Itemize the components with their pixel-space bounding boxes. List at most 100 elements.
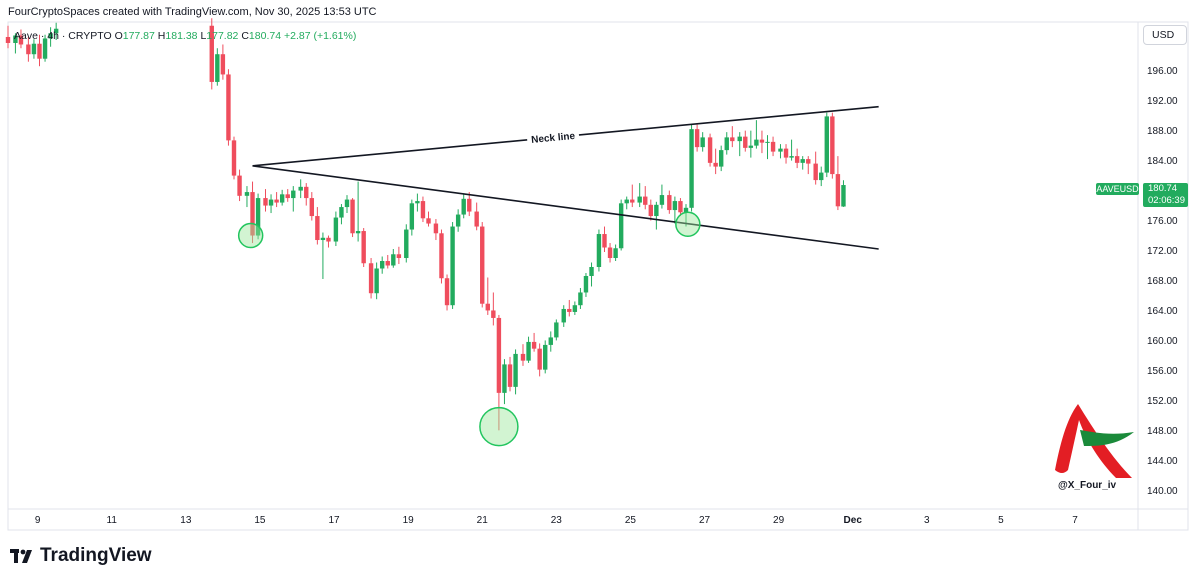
symbol-line[interactable]: Aave · 4h · CRYPTO	[14, 30, 112, 42]
candle[interactable]	[231, 136, 237, 180]
candle[interactable]	[374, 262, 379, 300]
candle[interactable]	[291, 186, 296, 212]
candle[interactable]	[596, 229, 602, 272]
candle[interactable]	[37, 34, 42, 67]
candle[interactable]	[765, 135, 770, 160]
candle[interactable]	[491, 292, 496, 326]
time-scale[interactable]: 9 11 13 15 17 19 21 23 25 27 29 Dec 3 5 7	[35, 515, 1078, 526]
candle[interactable]	[415, 193, 420, 212]
descending-trendline[interactable]	[252, 165, 879, 250]
candle[interactable]	[339, 204, 344, 225]
candle[interactable]	[263, 189, 268, 212]
candle[interactable]	[672, 196, 678, 224]
candle[interactable]	[613, 244, 618, 262]
candle[interactable]	[355, 181, 361, 242]
candle[interactable]	[724, 132, 729, 155]
candle[interactable]	[689, 124, 694, 212]
candle[interactable]	[496, 314, 502, 431]
candle[interactable]	[5, 25, 11, 49]
candle[interactable]	[255, 193, 261, 240]
candle[interactable]	[643, 186, 648, 210]
candle[interactable]	[396, 246, 402, 265]
trendlines-layer[interactable]: Neck line	[252, 105, 879, 250]
candle[interactable]	[455, 209, 461, 232]
candle[interactable]	[694, 124, 700, 152]
candle[interactable]	[543, 340, 548, 374]
candle[interactable]	[637, 183, 642, 208]
candle[interactable]	[754, 120, 759, 149]
candle[interactable]	[806, 156, 811, 175]
highlight-circle[interactable]	[479, 406, 519, 447]
candle[interactable]	[624, 196, 629, 210]
candle[interactable]	[433, 219, 439, 241]
candle[interactable]	[824, 112, 829, 178]
candle[interactable]	[391, 249, 396, 268]
candle[interactable]	[315, 207, 320, 245]
candle[interactable]	[26, 36, 31, 62]
candle[interactable]	[385, 255, 390, 269]
candle[interactable]	[274, 192, 279, 208]
candle[interactable]	[420, 196, 426, 223]
candle[interactable]	[333, 211, 339, 247]
candle[interactable]	[426, 211, 431, 227]
candle[interactable]	[520, 344, 526, 366]
candle[interactable]	[819, 166, 824, 187]
candle[interactable]	[813, 151, 818, 185]
candle[interactable]	[13, 33, 18, 54]
candle[interactable]	[678, 198, 683, 217]
candle[interactable]	[439, 229, 444, 284]
candle[interactable]	[320, 232, 326, 279]
candle[interactable]	[783, 144, 789, 164]
candle[interactable]	[737, 132, 742, 157]
candle[interactable]	[713, 148, 718, 175]
candle[interactable]	[667, 190, 672, 214]
candle[interactable]	[789, 139, 794, 161]
candle[interactable]	[268, 194, 274, 214]
candle[interactable]	[404, 224, 409, 263]
candle[interactable]	[778, 144, 783, 159]
currency-button[interactable]: USD	[1143, 25, 1187, 45]
candle[interactable]	[409, 199, 415, 236]
candle[interactable]	[554, 319, 559, 341]
candle[interactable]	[485, 277, 490, 315]
candle[interactable]	[326, 235, 331, 248]
candle[interactable]	[361, 228, 366, 267]
candle[interactable]	[467, 192, 472, 217]
candle[interactable]	[618, 199, 624, 251]
candle[interactable]	[743, 130, 748, 152]
candle[interactable]	[654, 201, 659, 230]
candle[interactable]	[718, 145, 724, 172]
tradingview-brand[interactable]: TradingView	[10, 545, 152, 567]
candle[interactable]	[480, 222, 485, 308]
candle[interactable]	[602, 226, 607, 253]
candle[interactable]	[835, 156, 841, 211]
candle[interactable]	[48, 27, 53, 47]
candle[interactable]	[531, 332, 537, 352]
candle[interactable]	[700, 132, 705, 152]
candle[interactable]	[474, 202, 479, 231]
candle[interactable]	[42, 34, 48, 62]
candle[interactable]	[648, 199, 654, 221]
candle[interactable]	[759, 130, 765, 154]
candle[interactable]	[285, 189, 290, 202]
candle[interactable]	[450, 222, 455, 309]
candle[interactable]	[215, 48, 220, 86]
candle[interactable]	[237, 169, 242, 202]
candle[interactable]	[630, 184, 635, 208]
candle[interactable]	[526, 336, 531, 363]
candle[interactable]	[513, 349, 518, 395]
candle[interactable]	[309, 192, 315, 221]
candle[interactable]	[379, 256, 385, 274]
candle[interactable]	[537, 343, 542, 377]
candle[interactable]	[502, 359, 507, 405]
candle[interactable]	[250, 181, 255, 244]
candle[interactable]	[444, 274, 450, 311]
candle[interactable]	[567, 299, 572, 317]
price-scale[interactable]: 140.00 144.00 148.00 152.00 156.00 160.00 164.…	[1147, 66, 1178, 497]
candle[interactable]	[350, 198, 355, 238]
highlight-circle[interactable]	[237, 222, 264, 249]
candle[interactable]	[589, 262, 594, 287]
candle[interactable]	[507, 356, 513, 392]
highlight-circle[interactable]	[675, 211, 701, 238]
